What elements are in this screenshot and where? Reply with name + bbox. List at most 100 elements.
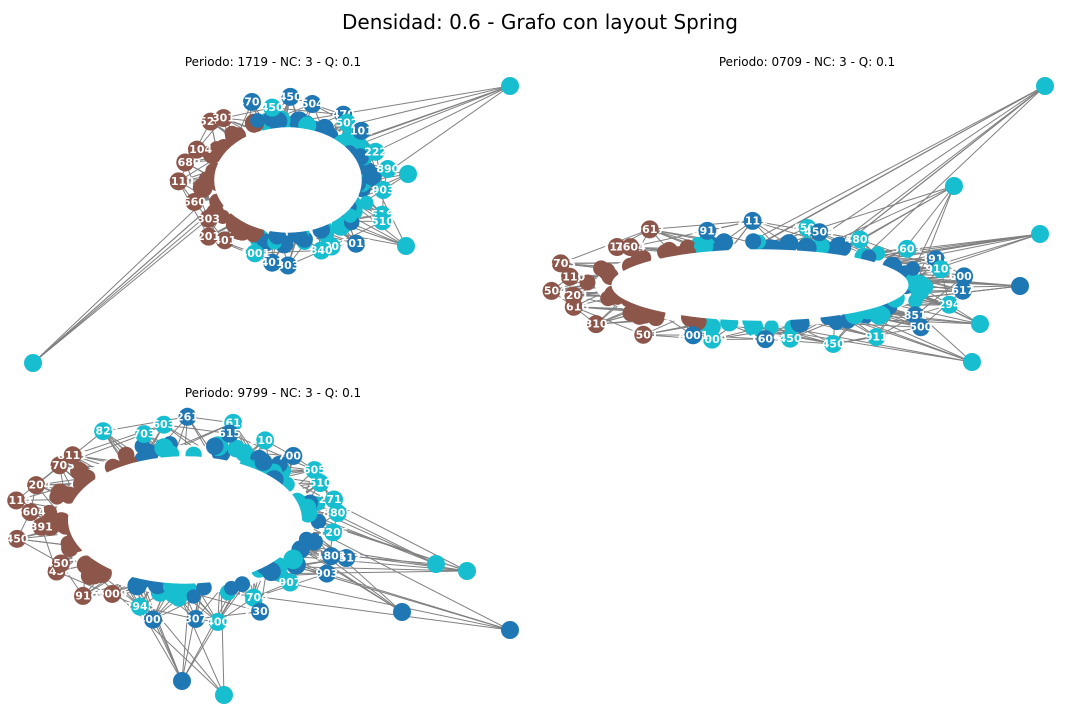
graph-node: 907 (279, 573, 302, 592)
graph-node-label: 4806 (845, 233, 876, 246)
graph-node: 911 (865, 328, 888, 347)
graph-node-label: 6703 (545, 257, 576, 270)
graph-node: 201 (197, 227, 220, 246)
graph-node-circle (911, 318, 930, 337)
graph-node: 294 (938, 295, 961, 314)
graph-node-label: 5110 (555, 270, 586, 283)
graph-node: 8803 (322, 504, 353, 523)
graph-node: 500 (909, 318, 933, 337)
graph-edge (914, 275, 965, 316)
dense-node-core-inner (214, 127, 362, 233)
graph-node-label: 2610 (558, 300, 589, 313)
graph-node-label: 5016 (341, 237, 372, 250)
graph-node-label: 4001 (240, 247, 271, 260)
graph-node-circle (608, 238, 627, 257)
graph-node-label: 310 (585, 318, 608, 331)
graph-node-circle (756, 330, 775, 349)
graph-node-label: 201 (197, 230, 220, 243)
graph-node-circle (242, 92, 261, 111)
graph-node-circle (284, 446, 303, 465)
graph-node-circle (32, 517, 51, 536)
graph-node-label: 603 (152, 418, 175, 431)
graph-node-label: 9101 (925, 263, 956, 276)
graph-node-circle (322, 547, 341, 566)
figure-title: Densidad: 0.6 - Grafo con layout Spring (341, 10, 738, 34)
graph-node-circle (542, 281, 561, 300)
graph-node-label: 660 (183, 195, 206, 208)
graph-node-circle (94, 422, 113, 441)
graph-node-label: 400 (206, 615, 229, 628)
graph-node-label: 9009 (697, 333, 728, 346)
graph-node-label: 3913 (692, 224, 723, 237)
graph-node (362, 166, 382, 186)
graph-node-label: 2829 (88, 425, 119, 438)
graph-node-circle (27, 476, 46, 495)
graph-node-label: 605 (303, 464, 326, 477)
graph-edge (181, 586, 235, 682)
graph-node-circle (187, 140, 206, 159)
graph-node-circle (953, 281, 972, 300)
graph-node: 400 (206, 612, 230, 631)
graph-node: 903 (372, 181, 395, 200)
graph-node-circle (867, 328, 886, 347)
graph-node-circle (245, 244, 264, 263)
graph-node (829, 236, 850, 257)
graph-node (715, 233, 734, 252)
graph-node: 222 (364, 142, 387, 161)
graph-edge (229, 433, 315, 471)
graph-node: 7501 (628, 325, 659, 344)
graph-node-circle (169, 172, 188, 191)
graph-node-circle (824, 334, 843, 353)
graph-node-circle (251, 602, 270, 621)
graph-node-label: 502 (336, 116, 359, 129)
graph-node-label: 840 (310, 244, 333, 257)
graph-node: 502 (336, 113, 359, 132)
graph-node: 2910 (68, 586, 99, 605)
graph-edge (103, 416, 188, 432)
graph-node: 840 (310, 241, 333, 260)
graph-node (945, 177, 963, 195)
graph-node-circle (63, 446, 82, 465)
graph-node-label: 703 (133, 428, 156, 441)
graph-node: 4001 (240, 244, 271, 263)
graph-node-label: 7002 (278, 449, 309, 462)
graph-node: 450 (779, 329, 802, 348)
graph-node-circle (940, 295, 959, 314)
graph-node-label: 6002 (949, 270, 980, 283)
graph-node-circle (303, 95, 322, 114)
graph-node: 310 (585, 315, 608, 334)
graph-node-circle (8, 529, 27, 548)
graph-node (225, 217, 242, 233)
graph-node: 4504 (804, 223, 835, 242)
graph-node-circle (24, 354, 42, 372)
graph-node-label: 1801 (316, 550, 347, 563)
graph-node (293, 230, 309, 246)
graph-node: 2111 (737, 211, 768, 230)
graph-node-label: 450 (779, 332, 802, 345)
graph-node: 2305 (245, 602, 275, 621)
graph-node: 617 (951, 281, 974, 300)
graph-node-circle (154, 415, 173, 434)
graph-node-label: 294 (938, 298, 961, 311)
graph-node: 2711 (319, 490, 349, 509)
graph-node: 7604 (615, 238, 646, 257)
graph-edge (740, 85, 1046, 248)
graph-node-circle (393, 603, 411, 621)
graph-node-circle (698, 221, 717, 240)
graph-node (250, 113, 265, 128)
graph-node-label: 303 (197, 212, 220, 225)
graph-node-label: 2680 (170, 156, 201, 169)
graph-node-circle (199, 209, 218, 228)
graph-panel-1: 9035165105016400384030340140014012013036… (24, 77, 519, 372)
graph-node-label: 3104 (182, 143, 213, 156)
graph-node (206, 437, 224, 456)
graph-node-circle (684, 326, 703, 345)
graph-node (397, 237, 415, 255)
graph-node-circle (399, 165, 417, 183)
graph-node: 5601 (892, 239, 922, 258)
graph-node (186, 589, 201, 604)
graph-node-circle (244, 588, 263, 607)
graph-node: 8001 (678, 326, 708, 345)
graph-node-circle (366, 142, 385, 161)
graph-node-circle (621, 238, 640, 257)
